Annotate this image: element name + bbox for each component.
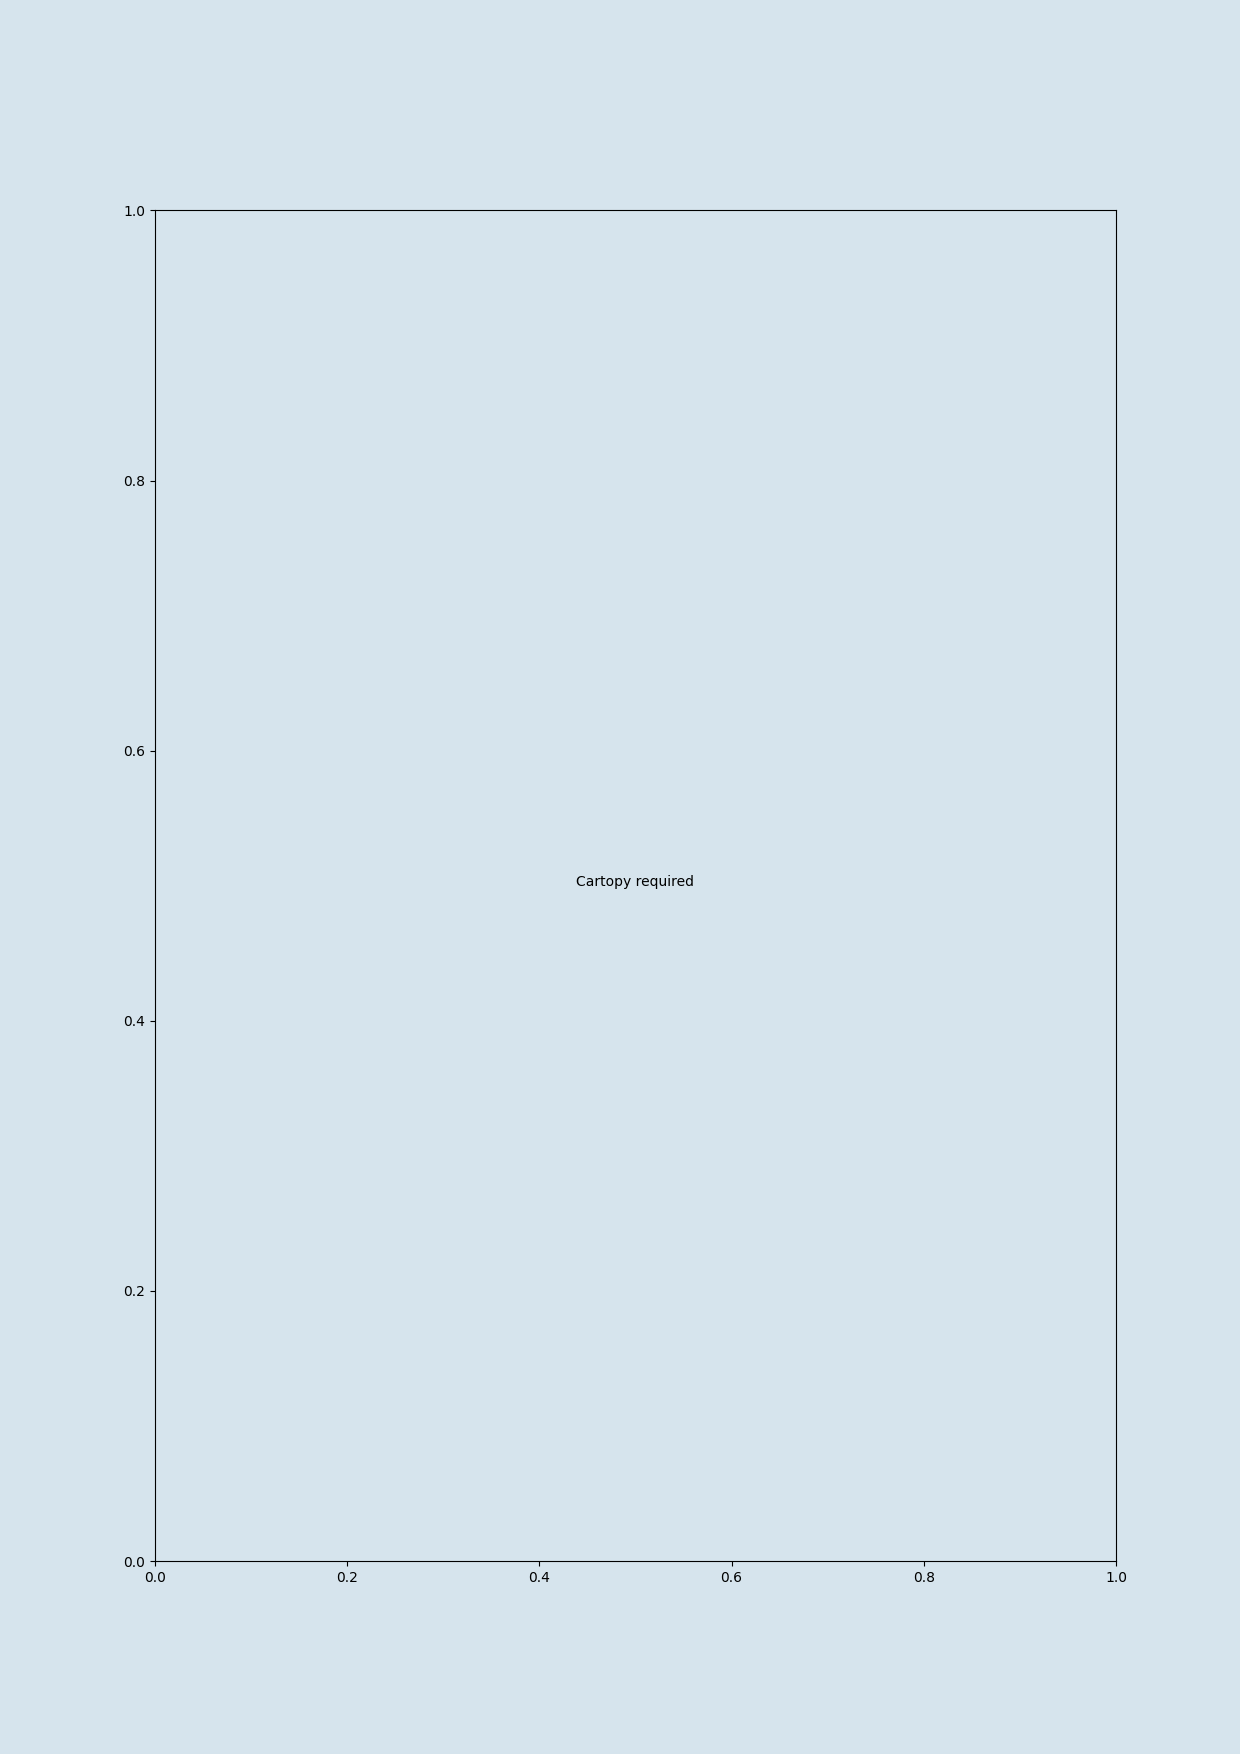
Text: Cartopy required: Cartopy required	[577, 875, 694, 889]
